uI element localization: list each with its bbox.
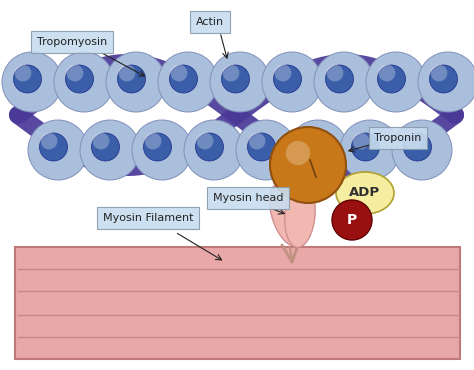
Circle shape [429, 65, 457, 93]
Text: P: P [347, 213, 357, 227]
Circle shape [273, 65, 301, 93]
Circle shape [210, 52, 270, 112]
Circle shape [118, 65, 136, 81]
Circle shape [92, 132, 109, 149]
Text: Tropomyosin: Tropomyosin [37, 37, 107, 47]
Circle shape [248, 132, 265, 149]
Circle shape [197, 132, 213, 149]
Circle shape [54, 52, 114, 112]
Circle shape [39, 133, 67, 161]
Circle shape [300, 133, 328, 161]
Circle shape [288, 120, 348, 180]
Circle shape [418, 52, 474, 112]
Circle shape [274, 65, 292, 81]
Circle shape [15, 65, 31, 81]
Text: Myosin Filament: Myosin Filament [103, 213, 193, 223]
Circle shape [158, 52, 218, 112]
Circle shape [430, 65, 447, 81]
Circle shape [353, 132, 369, 149]
Circle shape [405, 132, 421, 149]
Circle shape [286, 141, 310, 165]
Circle shape [379, 65, 395, 81]
Circle shape [145, 132, 162, 149]
Circle shape [262, 52, 322, 112]
Circle shape [171, 65, 187, 81]
Circle shape [13, 65, 42, 93]
Circle shape [67, 65, 83, 81]
Circle shape [132, 120, 192, 180]
Circle shape [366, 52, 426, 112]
Circle shape [80, 120, 140, 180]
Circle shape [236, 120, 296, 180]
Circle shape [392, 120, 452, 180]
Circle shape [144, 133, 172, 161]
Circle shape [65, 65, 93, 93]
Ellipse shape [285, 183, 315, 248]
FancyBboxPatch shape [15, 247, 460, 359]
Text: Troponin: Troponin [374, 133, 422, 143]
Circle shape [28, 120, 88, 180]
Circle shape [195, 133, 224, 161]
Ellipse shape [336, 172, 394, 214]
Circle shape [340, 120, 400, 180]
Circle shape [327, 65, 343, 81]
Circle shape [247, 133, 275, 161]
Circle shape [352, 133, 380, 161]
Circle shape [270, 127, 346, 203]
Circle shape [91, 133, 119, 161]
Text: Myosin head: Myosin head [213, 193, 283, 203]
Ellipse shape [270, 184, 304, 246]
Circle shape [118, 65, 146, 93]
Circle shape [314, 52, 374, 112]
Text: Actin: Actin [196, 17, 224, 27]
Circle shape [326, 65, 354, 93]
Text: ADP: ADP [349, 186, 381, 199]
Circle shape [170, 65, 198, 93]
Circle shape [403, 133, 431, 161]
Circle shape [221, 65, 249, 93]
Circle shape [332, 200, 372, 240]
Circle shape [223, 65, 239, 81]
Circle shape [41, 132, 57, 149]
Circle shape [377, 65, 405, 93]
Circle shape [106, 52, 166, 112]
Circle shape [301, 132, 318, 149]
Circle shape [184, 120, 244, 180]
Circle shape [2, 52, 62, 112]
